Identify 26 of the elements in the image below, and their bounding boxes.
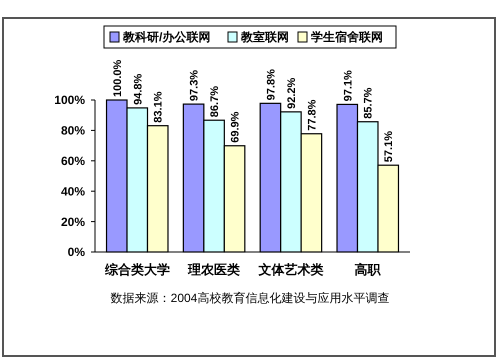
data-label: 86.7% <box>209 86 222 118</box>
x-tick-label: 理农医类 <box>187 262 240 277</box>
data-label: 77.8% <box>306 99 318 131</box>
data-label: 92.2% <box>286 77 298 109</box>
data-label: 97.3% <box>188 70 201 102</box>
data-label: 83.1% <box>152 91 165 123</box>
data-label: 85.7% <box>362 87 375 119</box>
data-label: 94.8% <box>132 73 144 105</box>
data-label: 100.0% <box>112 59 124 97</box>
legend-label: 教科研/办公联网 <box>122 30 210 44</box>
x-tick-label: 高职 <box>354 262 382 277</box>
source-note: 数据来源：2004高校教育信息化建设与应用水平调查 <box>110 291 390 305</box>
legend-label: 教室联网 <box>240 30 289 44</box>
data-label: 69.9% <box>230 111 242 143</box>
y-tick-label: 40% <box>60 184 86 198</box>
legend-label: 学生宿舍联网 <box>311 30 383 44</box>
data-label: 97.1% <box>342 70 354 102</box>
y-tick-label: 20% <box>60 214 86 229</box>
x-tick-label: 文体艺术类 <box>257 262 324 277</box>
x-tick-label: 综合类大学 <box>104 262 170 277</box>
y-tick-label: 60% <box>60 154 86 168</box>
data-label: 57.1% <box>383 130 396 162</box>
data-label: 97.8% <box>265 68 278 100</box>
y-tick-label: 0% <box>68 245 86 260</box>
y-tick-label: 100% <box>54 93 86 108</box>
y-tick-label: 80% <box>60 124 86 138</box>
